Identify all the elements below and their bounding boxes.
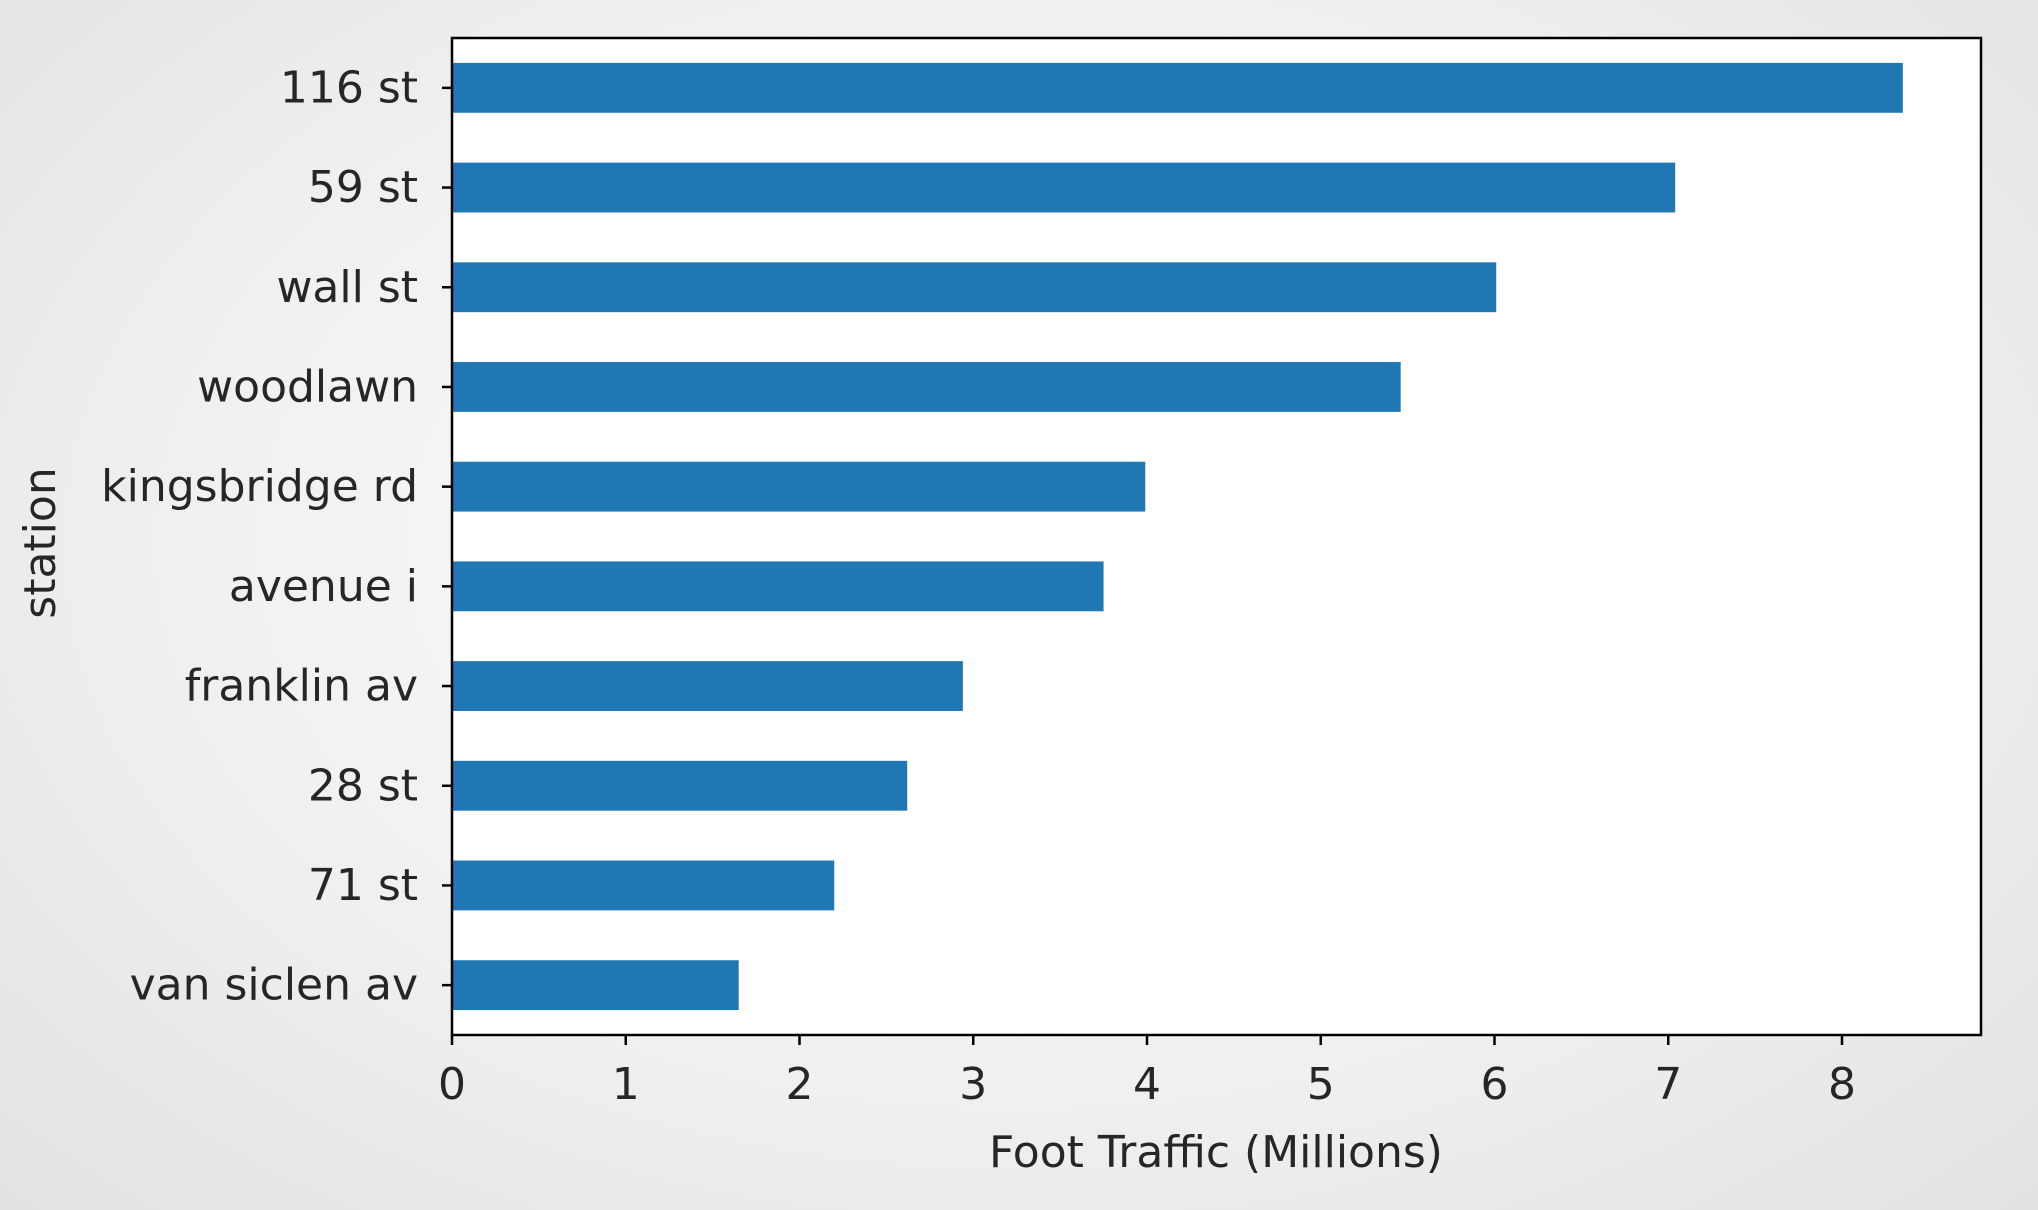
- y-tick-label: avenue i: [229, 561, 418, 612]
- x-tick-label: 4: [1133, 1059, 1161, 1110]
- y-tick-label: 28 st: [308, 760, 418, 811]
- bar: [452, 860, 835, 911]
- x-ticks: 0 1 2 3 4 5 6 7 8: [438, 1035, 1856, 1110]
- bar: [452, 62, 1903, 113]
- x-tick-label: 6: [1481, 1059, 1509, 1110]
- x-tick-label: 5: [1307, 1059, 1335, 1110]
- bars: [452, 62, 1903, 1011]
- bar: [452, 960, 739, 1011]
- x-tick-label: 2: [786, 1059, 814, 1110]
- bar: [452, 760, 908, 811]
- x-tick-label: 3: [959, 1059, 987, 1110]
- bar: [452, 461, 1146, 512]
- y-tick-label: franklin av: [185, 661, 418, 712]
- x-tick-label: 7: [1654, 1059, 1682, 1110]
- y-tick-label: 71 st: [308, 860, 418, 911]
- bar: [452, 162, 1676, 213]
- y-tick-label: woodlawn: [197, 361, 418, 412]
- x-tick-label: 8: [1828, 1059, 1856, 1110]
- y-tick-label: van siclen av: [130, 960, 418, 1011]
- y-axis-title: station: [15, 467, 66, 618]
- bar: [452, 262, 1497, 313]
- bar: [452, 561, 1104, 612]
- x-axis-title: Foot Traffic (Millions): [989, 1127, 1443, 1178]
- bar: [452, 661, 963, 711]
- x-tick-label: 0: [438, 1059, 466, 1110]
- y-ticks: 116 st 59 st wall st woodlawn kingsbridge rd…: [101, 62, 452, 1011]
- y-tick-label: kingsbridge rd: [101, 461, 418, 512]
- y-tick-label: 59 st: [308, 162, 418, 213]
- bar: [452, 362, 1401, 412]
- plot-frame: [450, 36, 1983, 1037]
- y-tick-label: wall st: [276, 262, 418, 313]
- y-tick-label: 116 st: [280, 62, 418, 113]
- x-tick-label: 1: [612, 1059, 640, 1110]
